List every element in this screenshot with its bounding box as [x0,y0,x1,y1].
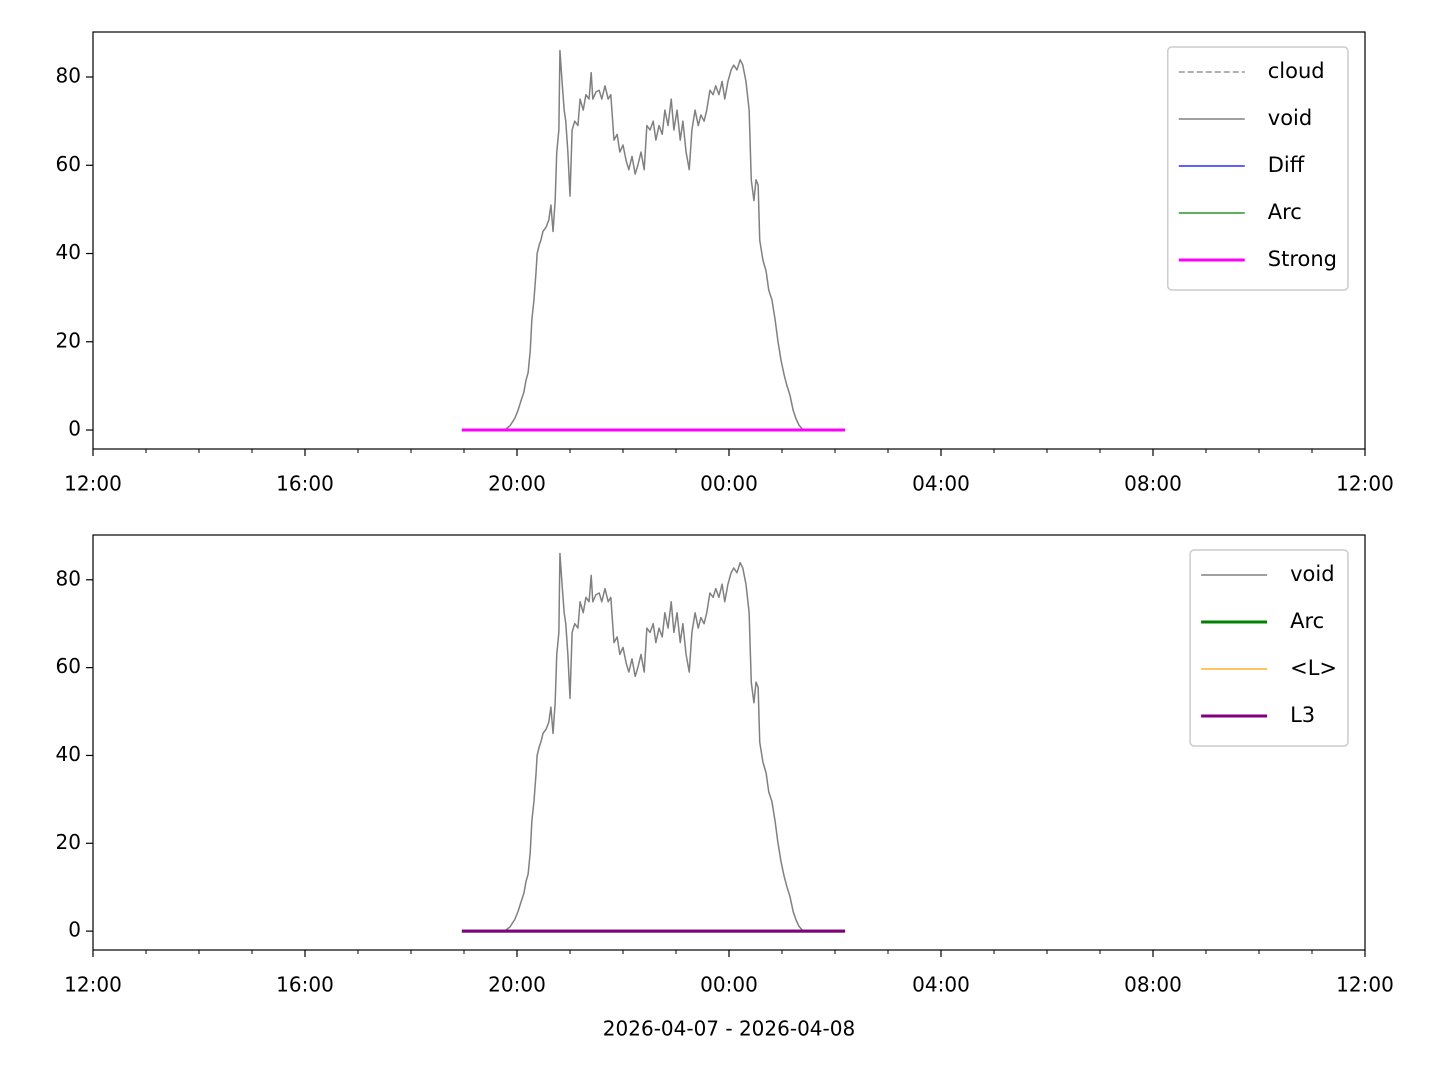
y-tick-label: 0 [68,417,81,441]
y-tick-label: 60 [56,654,81,678]
legend-label: Strong [1268,247,1337,271]
legend-box [1189,549,1349,747]
x-tick-label: 04:00 [912,973,970,997]
legend-label: Arc [1268,200,1302,224]
legend: void Arc <L> L3 [1189,549,1349,747]
y-tick-label: 40 [56,742,81,766]
x-tick-label: 16:00 [276,973,334,997]
axes-frame [92,534,1366,951]
y-tick-label: 60 [56,152,81,176]
y-tick-label: 80 [56,64,81,88]
x-tick-label: 08:00 [1124,472,1182,496]
legend-box [1167,46,1349,291]
legend-label: void [1268,106,1312,130]
x-tick-label: 00:00 [700,973,758,997]
y-tick-label: 0 [68,918,81,942]
legend-label: Diff [1268,153,1305,177]
y-tick-label: 20 [56,830,81,854]
y-tick-label: 80 [56,566,81,590]
legend-label: Arc [1290,609,1324,633]
y-tick-label: 20 [56,328,81,352]
y-tick-label: 40 [56,240,81,264]
x-tick-label: 20:00 [488,472,546,496]
x-tick-label: 12:00 [1336,472,1394,496]
legend-label: <L> [1290,656,1337,680]
series-line [504,552,804,932]
series-line [504,49,804,431]
x-tick-label: 12:00 [1336,973,1394,997]
x-tick-label: 00:00 [700,472,758,496]
x-tick-label: 16:00 [276,472,334,496]
legend-label: cloud [1268,59,1325,83]
x-tick-label: 12:00 [64,472,122,496]
legend-label: L3 [1290,703,1315,727]
x-tick-label: 12:00 [64,973,122,997]
legend-label: void [1290,562,1334,586]
legend: cloud void Diff Arc Strong [1167,46,1349,291]
axes-frame [92,31,1366,450]
x-tick-label: 04:00 [912,472,970,496]
x-axis-label: 2026-04-07 - 2026-04-08 [603,1017,855,1041]
x-tick-label: 20:00 [488,973,546,997]
x-tick-label: 08:00 [1124,973,1182,997]
